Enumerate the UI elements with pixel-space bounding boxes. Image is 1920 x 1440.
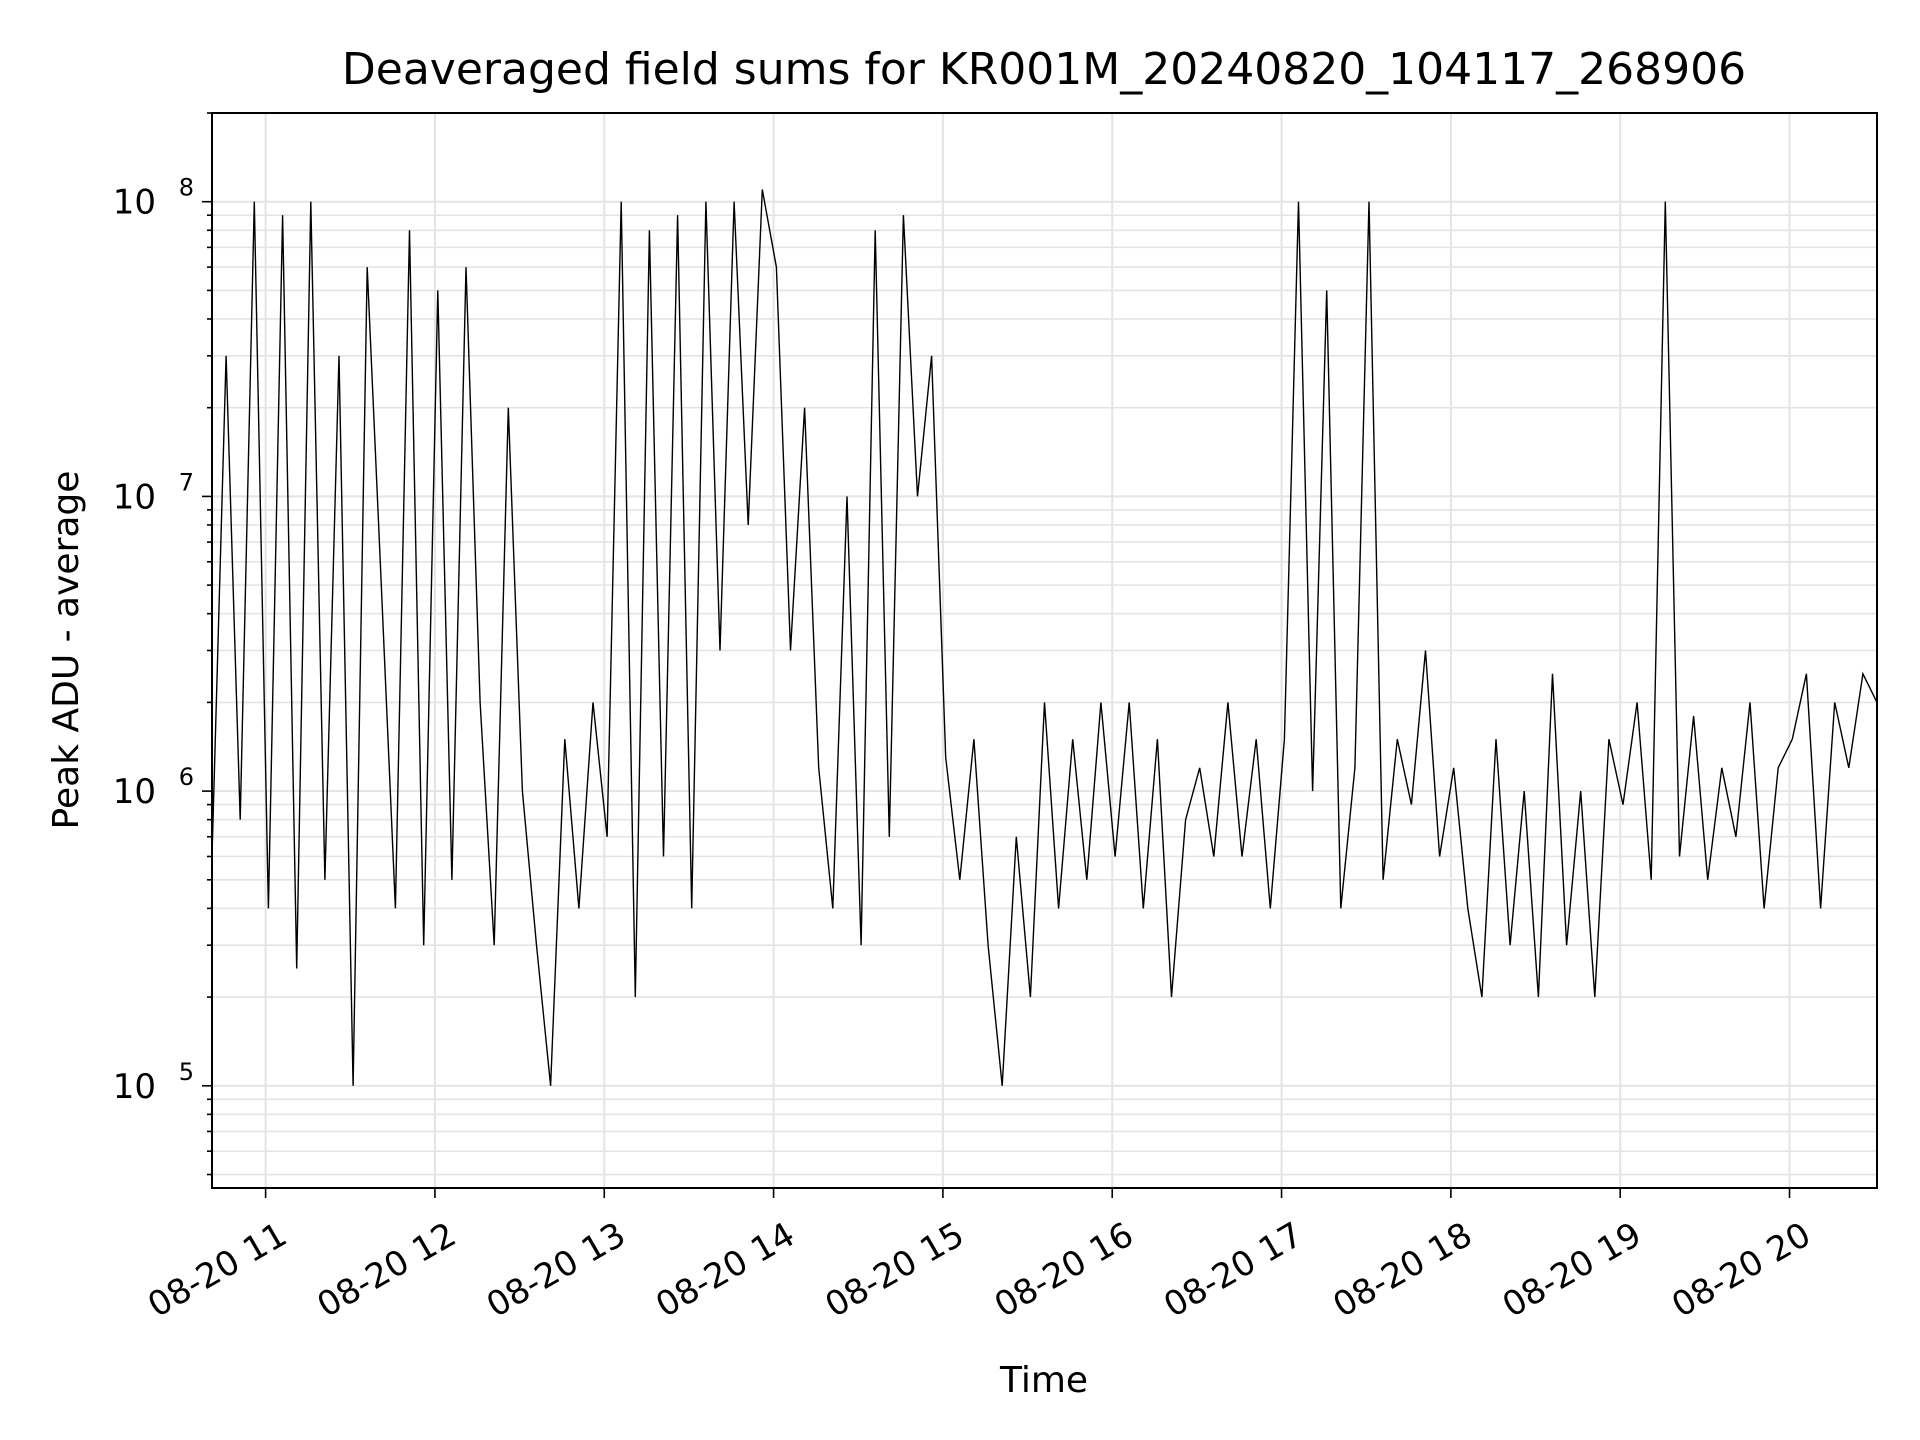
y-tick-exponent: 6 [179, 763, 194, 791]
grid [212, 112, 1877, 1188]
y-tick-label: 10 [113, 1067, 156, 1107]
series-layer [211, 189, 1878, 1086]
y-tick-label: 10 [113, 477, 156, 517]
y-tick-label: 10 [113, 772, 156, 812]
y-tick-exponent: 7 [179, 468, 194, 496]
x-axis-label: Time [999, 1360, 1088, 1401]
y-axis-label: Peak ADU - average [46, 471, 87, 830]
y-tick-exponent: 5 [179, 1058, 194, 1086]
series-line [211, 189, 1878, 1086]
chart-title: Deaveraged field sums for KR001M_2024082… [342, 44, 1746, 95]
y-axis: 10 5 10 6 10 7 10 8 [113, 112, 212, 1176]
y-tick-exponent: 8 [179, 174, 194, 202]
y-tick-label: 10 [113, 183, 156, 223]
